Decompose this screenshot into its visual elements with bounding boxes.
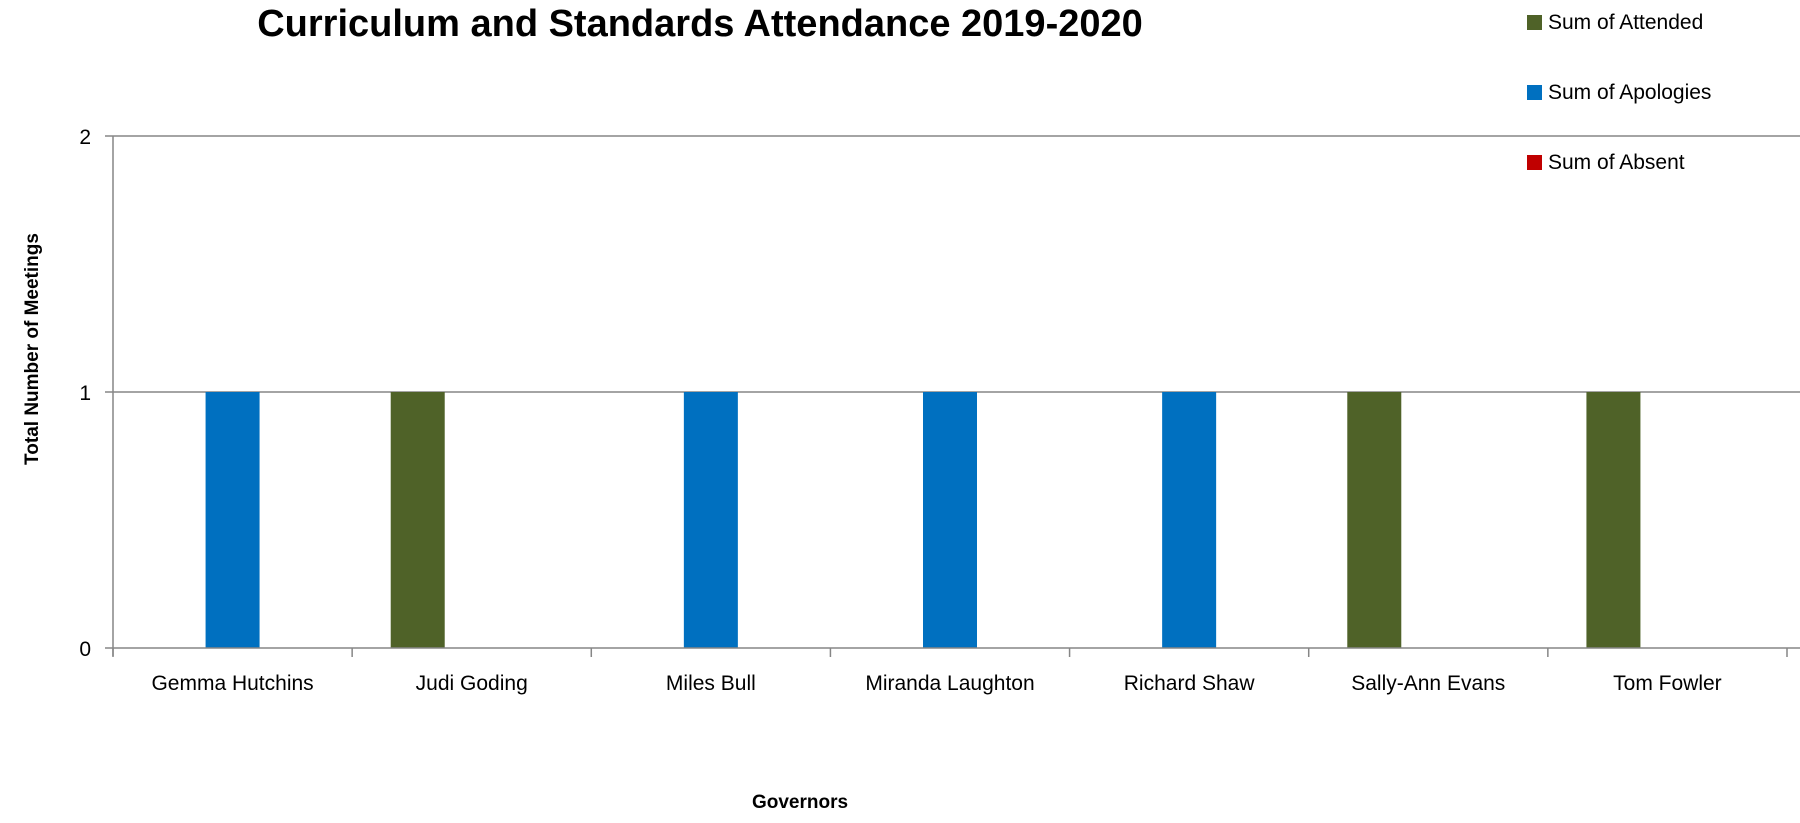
chart-title: Curriculum and Standards Attendance 2019… — [257, 3, 1143, 45]
legend: Sum of Attended Sum of Apologies Sum of Ab… — [1527, 11, 1711, 174]
y-tick-labels: 0 1 2 — [79, 126, 91, 661]
legend-swatch — [1527, 85, 1542, 100]
x-axis-title: Governors — [752, 792, 848, 813]
x-tick-label: Richard Shaw — [1124, 672, 1256, 695]
bar-sum-of-attended — [1586, 392, 1641, 648]
legend-label: Sum of Apologies — [1548, 81, 1711, 104]
y-tick-label: 2 — [79, 126, 91, 149]
legend-swatch — [1527, 15, 1542, 30]
x-tick-labels: Gemma Hutchins Judi Goding Miles Bull Miran… — [151, 672, 1721, 695]
bar-sum-of-apologies — [1162, 392, 1217, 648]
legend-label: Sum of Absent — [1548, 151, 1685, 174]
x-tick-label: Miranda Laughton — [865, 672, 1034, 695]
legend-swatch — [1527, 155, 1542, 170]
bars — [205, 392, 1641, 648]
x-tick-label: Sally-Ann Evans — [1351, 672, 1505, 695]
bar-sum-of-apologies — [683, 392, 738, 648]
x-tick-label: Judi Goding — [416, 672, 528, 695]
bar-sum-of-apologies — [205, 392, 260, 648]
x-tick-label: Tom Fowler — [1613, 672, 1722, 695]
y-tick-label: 1 — [79, 382, 91, 405]
bar-sum-of-attended — [390, 392, 445, 648]
y-axis-title: Total Number of Meetings — [22, 233, 43, 465]
x-tick-label: Gemma Hutchins — [151, 672, 313, 695]
x-tick-label: Miles Bull — [666, 672, 756, 695]
bar-sum-of-apologies — [923, 392, 977, 648]
axes — [105, 135, 1800, 657]
gridlines — [113, 135, 1800, 393]
y-tick-label: 0 — [79, 638, 91, 661]
bar-sum-of-attended — [1347, 392, 1402, 648]
legend-label: Sum of Attended — [1548, 11, 1703, 34]
